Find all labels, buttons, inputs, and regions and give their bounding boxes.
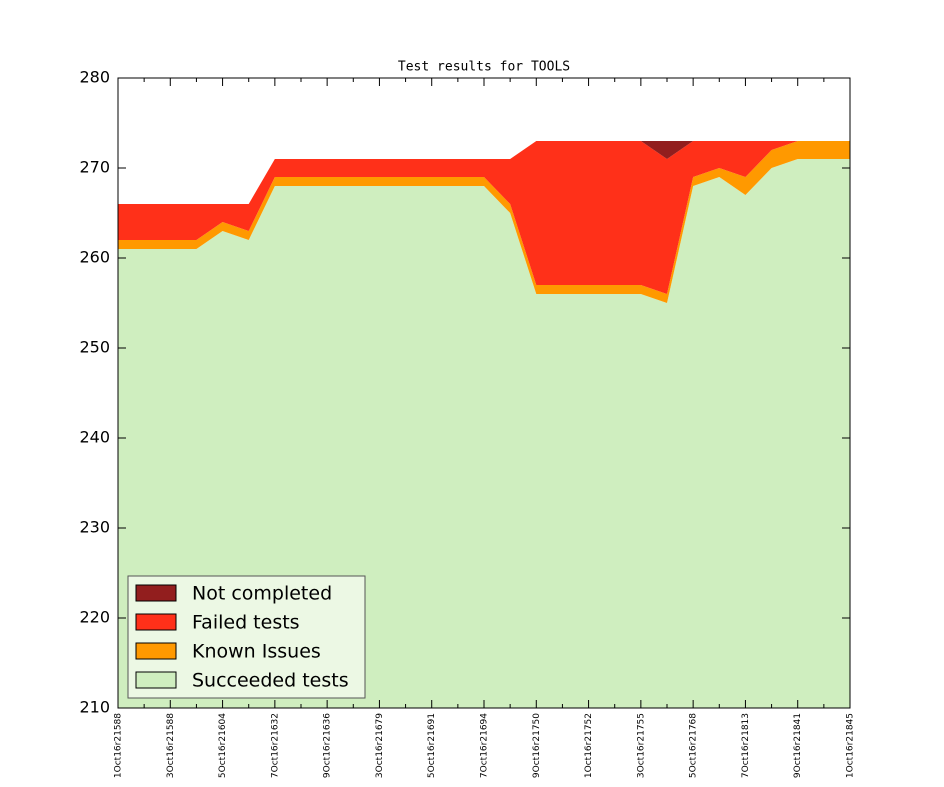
legend-swatch bbox=[135, 671, 177, 689]
area bbox=[118, 141, 850, 204]
area bbox=[118, 141, 850, 303]
y-tick-label: 260 bbox=[79, 248, 110, 267]
area bbox=[118, 141, 850, 294]
area bbox=[118, 159, 850, 708]
legend-label: Succeeded tests bbox=[192, 670, 349, 692]
x-tick-label: 9Oct16r21636 bbox=[323, 713, 333, 778]
legend-label: Known Issues bbox=[192, 641, 321, 663]
y-tick-label: 270 bbox=[79, 158, 110, 177]
x-tick-label: 3Oct16r21588 bbox=[166, 713, 176, 778]
x-tick-label: 9Oct16r21841 bbox=[793, 713, 803, 778]
legend-label: Not completed bbox=[192, 583, 332, 605]
x-tick-label: 1Oct16r21752 bbox=[584, 713, 594, 778]
x-tick-label: 7Oct16r21694 bbox=[480, 713, 490, 778]
x-tick-label: 3Oct16r21679 bbox=[375, 713, 385, 778]
legend-swatch bbox=[135, 584, 177, 602]
x-tick-label: 5Oct16r21768 bbox=[689, 713, 699, 778]
x-tick-label: 7Oct16r21813 bbox=[741, 713, 751, 778]
y-tick-label: 240 bbox=[79, 428, 110, 447]
y-tick-label: 220 bbox=[79, 608, 110, 627]
x-tick-label: 5Oct16r21691 bbox=[427, 713, 437, 778]
legend-label: Failed tests bbox=[192, 612, 300, 634]
x-tick-label: 3Oct16r21755 bbox=[636, 713, 646, 778]
x-tick-label: 9Oct16r21750 bbox=[532, 713, 542, 778]
legend-swatch bbox=[135, 613, 177, 631]
x-tick-label: 1Oct16r21588 bbox=[114, 713, 124, 778]
y-tick-label: 250 bbox=[79, 338, 110, 357]
x-tick-label: 7Oct16r21632 bbox=[270, 713, 280, 778]
plot-areas bbox=[118, 141, 850, 708]
x-tick-label: 5Oct16r21604 bbox=[218, 713, 228, 778]
y-tick-label: 230 bbox=[79, 518, 110, 537]
x-tick-label: 1Oct16r21845 bbox=[846, 713, 856, 778]
y-tick-label: 210 bbox=[79, 698, 110, 717]
legend-swatch bbox=[135, 642, 177, 660]
chart-title: Test results for TOOLS bbox=[398, 60, 570, 75]
y-tick-label: 280 bbox=[79, 68, 110, 87]
